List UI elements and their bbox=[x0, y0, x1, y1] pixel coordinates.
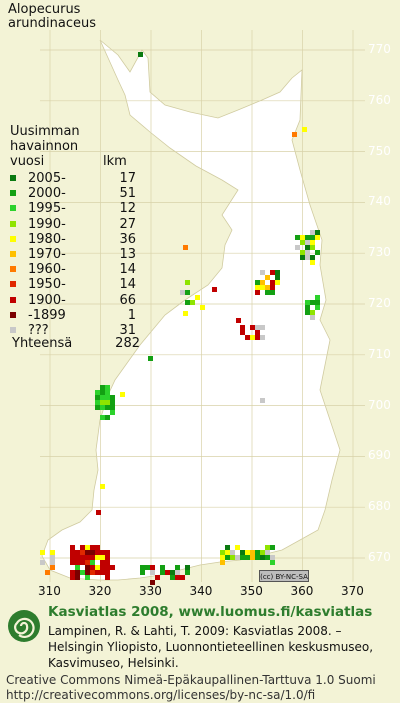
footer-title-link[interactable]: Kasviatlas 2008, www.luomus.fi/kasviatla… bbox=[48, 604, 373, 620]
legend-total-count: 282 bbox=[115, 336, 140, 351]
y-tick-label: 760 bbox=[368, 92, 391, 107]
legend-year-label: -1899 bbox=[28, 307, 66, 323]
y-tick-label: 690 bbox=[368, 448, 391, 463]
legend-year-label: 1995- bbox=[28, 201, 66, 217]
x-tick-label: 310 bbox=[38, 584, 61, 598]
legend-year-label: 2005- bbox=[28, 171, 66, 186]
credit-line-2: Helsingin Yliopisto, Luonnontieteellinen… bbox=[48, 640, 374, 654]
legend-count: 17 bbox=[119, 171, 136, 186]
legend-year-label: 2000- bbox=[28, 186, 66, 202]
y-tick-label: 710 bbox=[368, 346, 391, 361]
x-tick-label: 370 bbox=[341, 584, 364, 598]
legend-row: 1980- 36 bbox=[10, 232, 136, 247]
legend-swatch bbox=[10, 311, 16, 318]
legend-swatch bbox=[10, 235, 16, 242]
legend-row: 1950- 14 bbox=[10, 277, 136, 292]
legend-swatch bbox=[10, 327, 16, 333]
x-tick-label: 350 bbox=[240, 584, 263, 598]
x-tick-label: 320 bbox=[88, 584, 112, 598]
legend-row: 1990- 27 bbox=[10, 217, 136, 232]
finland-outline bbox=[41, 39, 341, 581]
species-name-line-2: arundinaceus bbox=[8, 16, 97, 31]
y-tick-label: 750 bbox=[368, 143, 391, 158]
y-tick-label: 730 bbox=[368, 245, 391, 260]
legend-row: 2000- 51 bbox=[10, 186, 136, 201]
legend-count: 36 bbox=[119, 231, 136, 247]
y-tick-label: 740 bbox=[368, 194, 391, 209]
credit-line-3: Kasvimuseo, Helsinki. bbox=[48, 656, 179, 670]
legend-total: Yhteensä 282 bbox=[12, 336, 140, 351]
legend-swatch bbox=[10, 251, 16, 257]
legend-year-label: 1970- bbox=[28, 247, 66, 262]
y-tick-label: 720 bbox=[368, 296, 391, 310]
legend-count: 13 bbox=[119, 247, 136, 262]
legend-year-label: ??? bbox=[28, 323, 49, 338]
legend-count: 31 bbox=[119, 323, 136, 338]
legend-count: 1 bbox=[127, 307, 136, 323]
legend-row: -1899 1 bbox=[10, 308, 136, 323]
y-tick-label: 680 bbox=[368, 499, 391, 514]
credit-line-1: Lampinen, R. & Lahti, T. 2009: Kasviatla… bbox=[48, 624, 342, 638]
y-tick-label: 770 bbox=[368, 42, 391, 56]
legend-count: 12 bbox=[119, 201, 136, 217]
legend-swatch bbox=[10, 190, 16, 197]
legend-swatch bbox=[10, 220, 16, 227]
legend-row: ??? 31 bbox=[10, 323, 136, 338]
legend-swatch bbox=[10, 281, 16, 288]
legend-row: 1960- 14 bbox=[10, 262, 136, 277]
legend-row: 1995- 12 bbox=[10, 201, 136, 216]
x-tick-label: 340 bbox=[189, 584, 213, 598]
x-tick-label: 360 bbox=[290, 584, 314, 598]
legend-count: 14 bbox=[119, 262, 136, 278]
legend-total-label: Yhteensä bbox=[12, 336, 73, 351]
legend-year-label: 1990- bbox=[28, 216, 66, 232]
y-tick-label: 700 bbox=[368, 397, 391, 412]
grid-lines bbox=[40, 30, 365, 582]
legend-year-label: 1950- bbox=[28, 277, 66, 293]
observation-squares bbox=[40, 52, 320, 585]
legend-heading-1: Uusimman bbox=[10, 124, 80, 139]
species-name-line-1: Alopecurus bbox=[8, 2, 81, 17]
cc-badge-label: BY-NC-SA bbox=[275, 573, 308, 581]
legend-heading-2: havainnon bbox=[10, 139, 79, 154]
legend-count: 27 bbox=[119, 216, 136, 232]
cc-icon: (cc) bbox=[260, 573, 274, 581]
x-tick-label: 330 bbox=[139, 584, 162, 598]
legend-col-year: vuosi bbox=[10, 154, 45, 169]
legend-year-label: 1980- bbox=[28, 231, 66, 247]
license-line-1: Creative Commons Nimeä-Epäkaupallinen-Ta… bbox=[6, 673, 376, 687]
legend-swatch bbox=[10, 205, 16, 212]
legend-col-count: lkm bbox=[103, 154, 127, 169]
y-tick-label: 670 bbox=[368, 550, 391, 564]
legend-swatch bbox=[10, 296, 16, 303]
spiral-leaf-logo-icon bbox=[8, 610, 40, 642]
legend-swatch bbox=[10, 266, 16, 273]
legend-year-label: 1960- bbox=[28, 262, 66, 278]
license-url-link[interactable]: http://creativecommons.org/licenses/by-n… bbox=[6, 688, 316, 702]
cc-license-badge[interactable]: (cc) BY-NC-SA bbox=[259, 570, 309, 582]
legend-swatch bbox=[10, 175, 16, 181]
legend-row: 2005- 17 bbox=[10, 171, 136, 186]
legend-row: 1970- 13 bbox=[10, 247, 136, 262]
legend-row: 1900- 66 bbox=[10, 293, 136, 308]
legend-year-label: 1900- bbox=[28, 292, 66, 308]
legend-count: 51 bbox=[119, 186, 136, 202]
legend-count: 14 bbox=[119, 277, 136, 293]
legend-count: 66 bbox=[119, 292, 136, 308]
